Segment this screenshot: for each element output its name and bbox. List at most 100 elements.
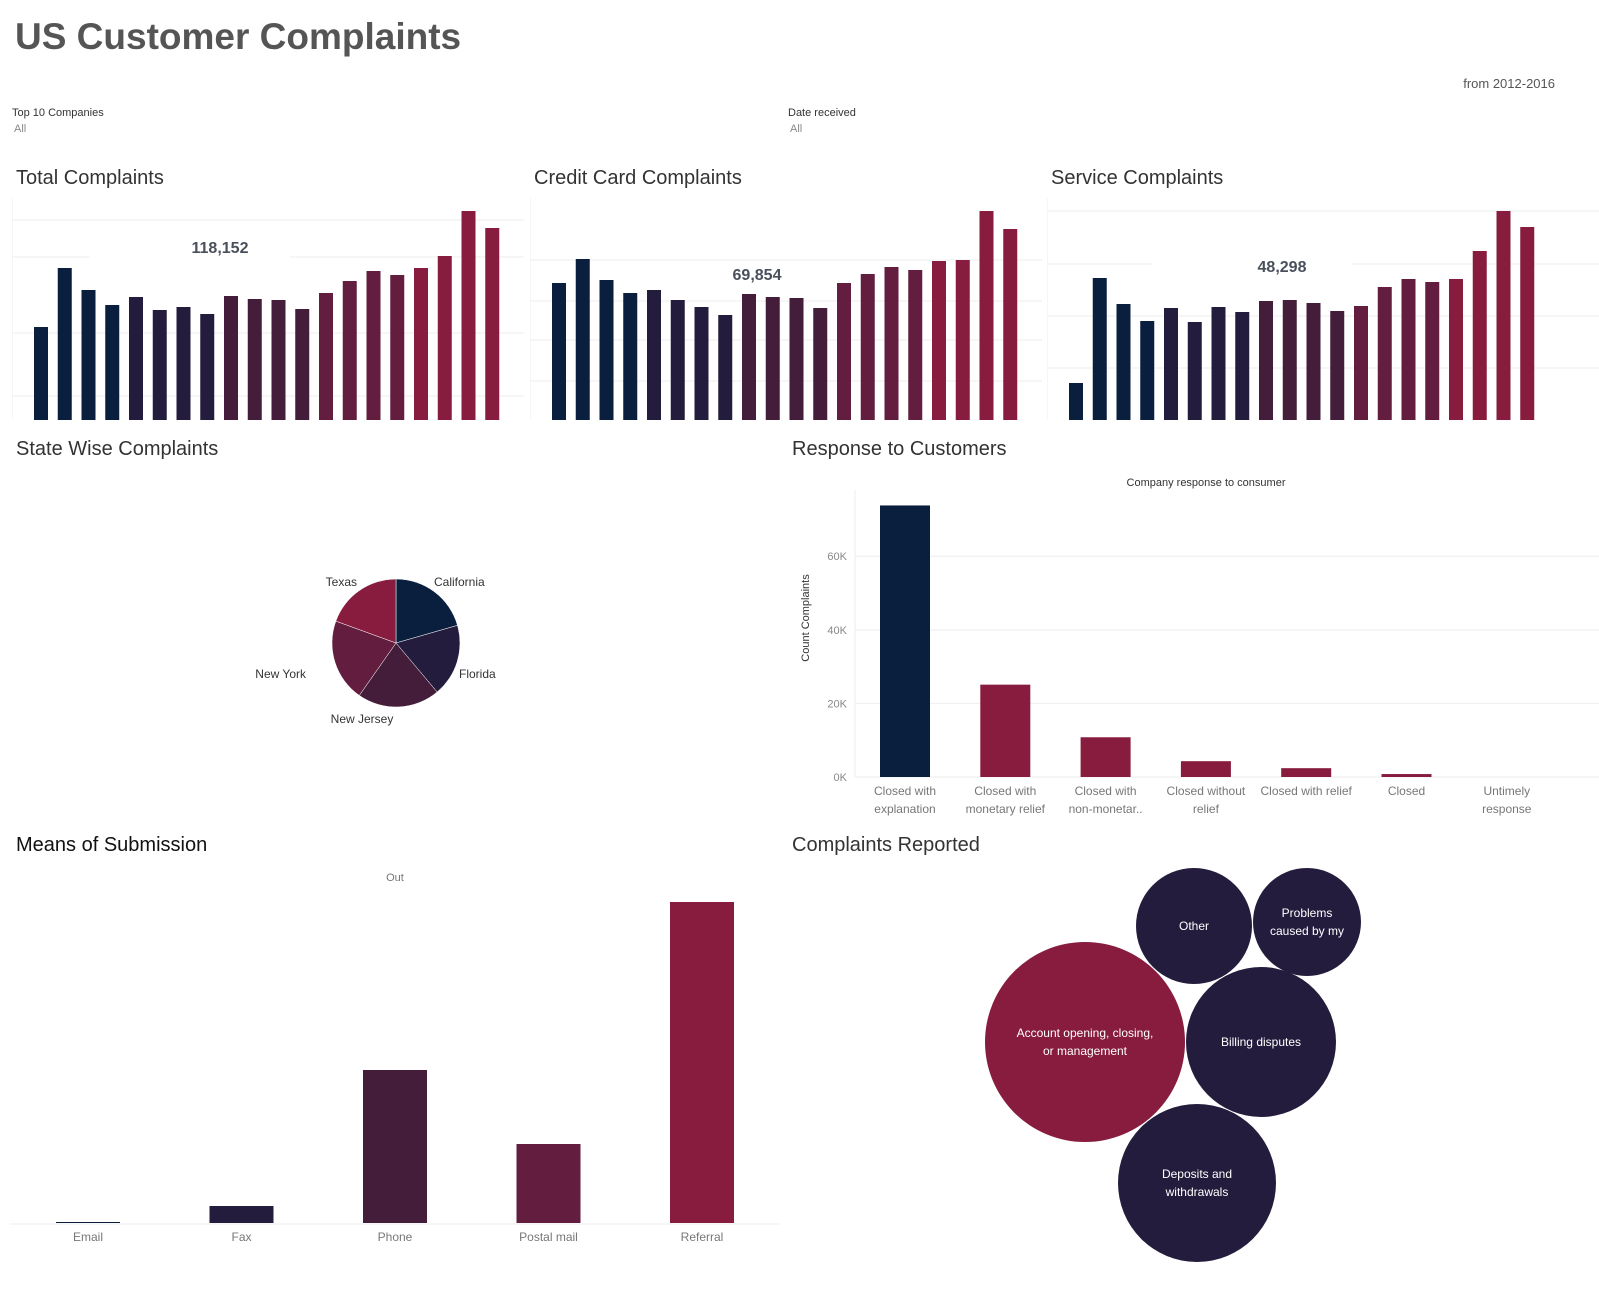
reported-title: Complaints Reported (792, 834, 980, 856)
label-background (1152, 254, 1352, 282)
x-tick-label: response (1482, 802, 1532, 816)
response-title: Response to Customers (792, 438, 1007, 460)
pie-slice (358, 642, 438, 708)
bar (1330, 311, 1345, 420)
bar (152, 310, 167, 420)
bar (366, 271, 381, 420)
y-tick-label: 20K (827, 698, 847, 710)
bar (1306, 303, 1321, 420)
bar (718, 315, 733, 420)
pie-label: New Jersey (331, 712, 394, 726)
bar (908, 270, 923, 420)
bar (176, 307, 191, 420)
filter-top-companies[interactable]: Top 10 Companies All (12, 107, 104, 135)
service-complaints-title: Service Complaints (1051, 167, 1224, 189)
x-tick-label: Closed with relief (1261, 784, 1353, 798)
filter-value[interactable]: All (14, 123, 27, 135)
y-tick-label: 0K (834, 772, 848, 784)
bar (1472, 251, 1487, 420)
chart-title: Company response to consumer (1127, 477, 1286, 489)
y-axis-label: Count Complaints (800, 574, 812, 662)
date-range-subtitle: from 2012-2016 (1463, 76, 1555, 91)
bar (932, 261, 946, 420)
x-tick-label: Closed with (1075, 784, 1137, 798)
bar (1235, 312, 1250, 420)
column-header-label: Out (386, 872, 404, 884)
x-tick-label: Referral (681, 1230, 724, 1244)
bar (200, 314, 215, 420)
total-value-label: 118,152 (192, 240, 249, 257)
page-title: US Customer Complaints (15, 16, 462, 57)
bar (860, 274, 875, 420)
bar (461, 211, 476, 420)
credit-card-complaints-chart: 69,854 (530, 198, 1042, 420)
bar (34, 327, 48, 420)
bubble-label: Deposits and withdrawals (1161, 1167, 1233, 1199)
bar (1080, 737, 1131, 777)
pie-label: California (434, 575, 485, 589)
bar (57, 268, 72, 420)
bar (1496, 211, 1511, 420)
bar (599, 280, 614, 420)
bar (1180, 761, 1231, 777)
bubble: Account opening, closing, or management (985, 942, 1185, 1142)
x-tick-label: relief (1193, 802, 1220, 816)
x-tick-label: Closed with (974, 784, 1036, 798)
bar (129, 297, 143, 420)
bar (247, 299, 262, 420)
means-title: Means of Submission (16, 834, 208, 856)
bubble: Billing disputes (1186, 967, 1336, 1117)
bar (880, 505, 930, 777)
credit-card-complaints-title: Credit Card Complaints (534, 167, 742, 189)
label-background (627, 262, 827, 290)
bar (342, 281, 357, 420)
y-tick-label: 60K (827, 551, 847, 563)
x-tick-label: Closed (1388, 784, 1425, 798)
bar (980, 684, 1031, 777)
bar (1092, 278, 1107, 420)
bar (1401, 279, 1416, 420)
bar (271, 300, 286, 420)
pie-slice (335, 578, 397, 644)
bubble-label: Other (1178, 919, 1209, 933)
bar (1354, 306, 1368, 420)
bar (1259, 301, 1273, 420)
bubble: Other (1136, 868, 1252, 984)
bar (390, 275, 405, 420)
bar (789, 298, 804, 420)
bar (81, 290, 96, 420)
x-tick-label: Fax (231, 1230, 251, 1244)
response-bar-chart: Company response to consumer Count Compla… (800, 477, 1599, 816)
state-pie-chart: California Florida New Jersey New York Texas (255, 575, 496, 726)
bar (647, 288, 661, 420)
state-wise-title: State Wise Complaints (16, 438, 219, 460)
bar (437, 256, 452, 420)
service-complaints-chart: 48,298 (1047, 198, 1599, 420)
pie-label: New York (255, 667, 307, 681)
pie-slice (331, 620, 397, 696)
pie-label: Florida (459, 667, 496, 681)
filter-label: Date received (788, 107, 856, 119)
bar (105, 305, 120, 420)
bubble: Problems caused by my (1253, 868, 1361, 976)
bar (414, 268, 428, 420)
x-tick-label: Untimely (1483, 784, 1530, 798)
bubble-label: Billing disputes (1220, 1035, 1302, 1049)
total-value-label: 48,298 (1258, 259, 1307, 276)
filter-date-received[interactable]: Date received All (788, 107, 856, 135)
bar (224, 296, 238, 420)
total-complaints-chart: 118,152 (12, 198, 524, 420)
x-tick-label: monetary relief (966, 802, 1046, 816)
filter-value[interactable]: All (790, 123, 803, 135)
x-tick-label: explanation (874, 802, 935, 816)
bar (1164, 308, 1178, 420)
bar (1381, 774, 1432, 777)
bar (1187, 322, 1202, 420)
bar (552, 283, 566, 420)
bar (884, 267, 899, 420)
means-bar-chart: Out Email Fax Phone Postal mail Referral (10, 872, 780, 1244)
bar (623, 293, 638, 420)
bar (742, 294, 756, 420)
bar (209, 1206, 274, 1223)
